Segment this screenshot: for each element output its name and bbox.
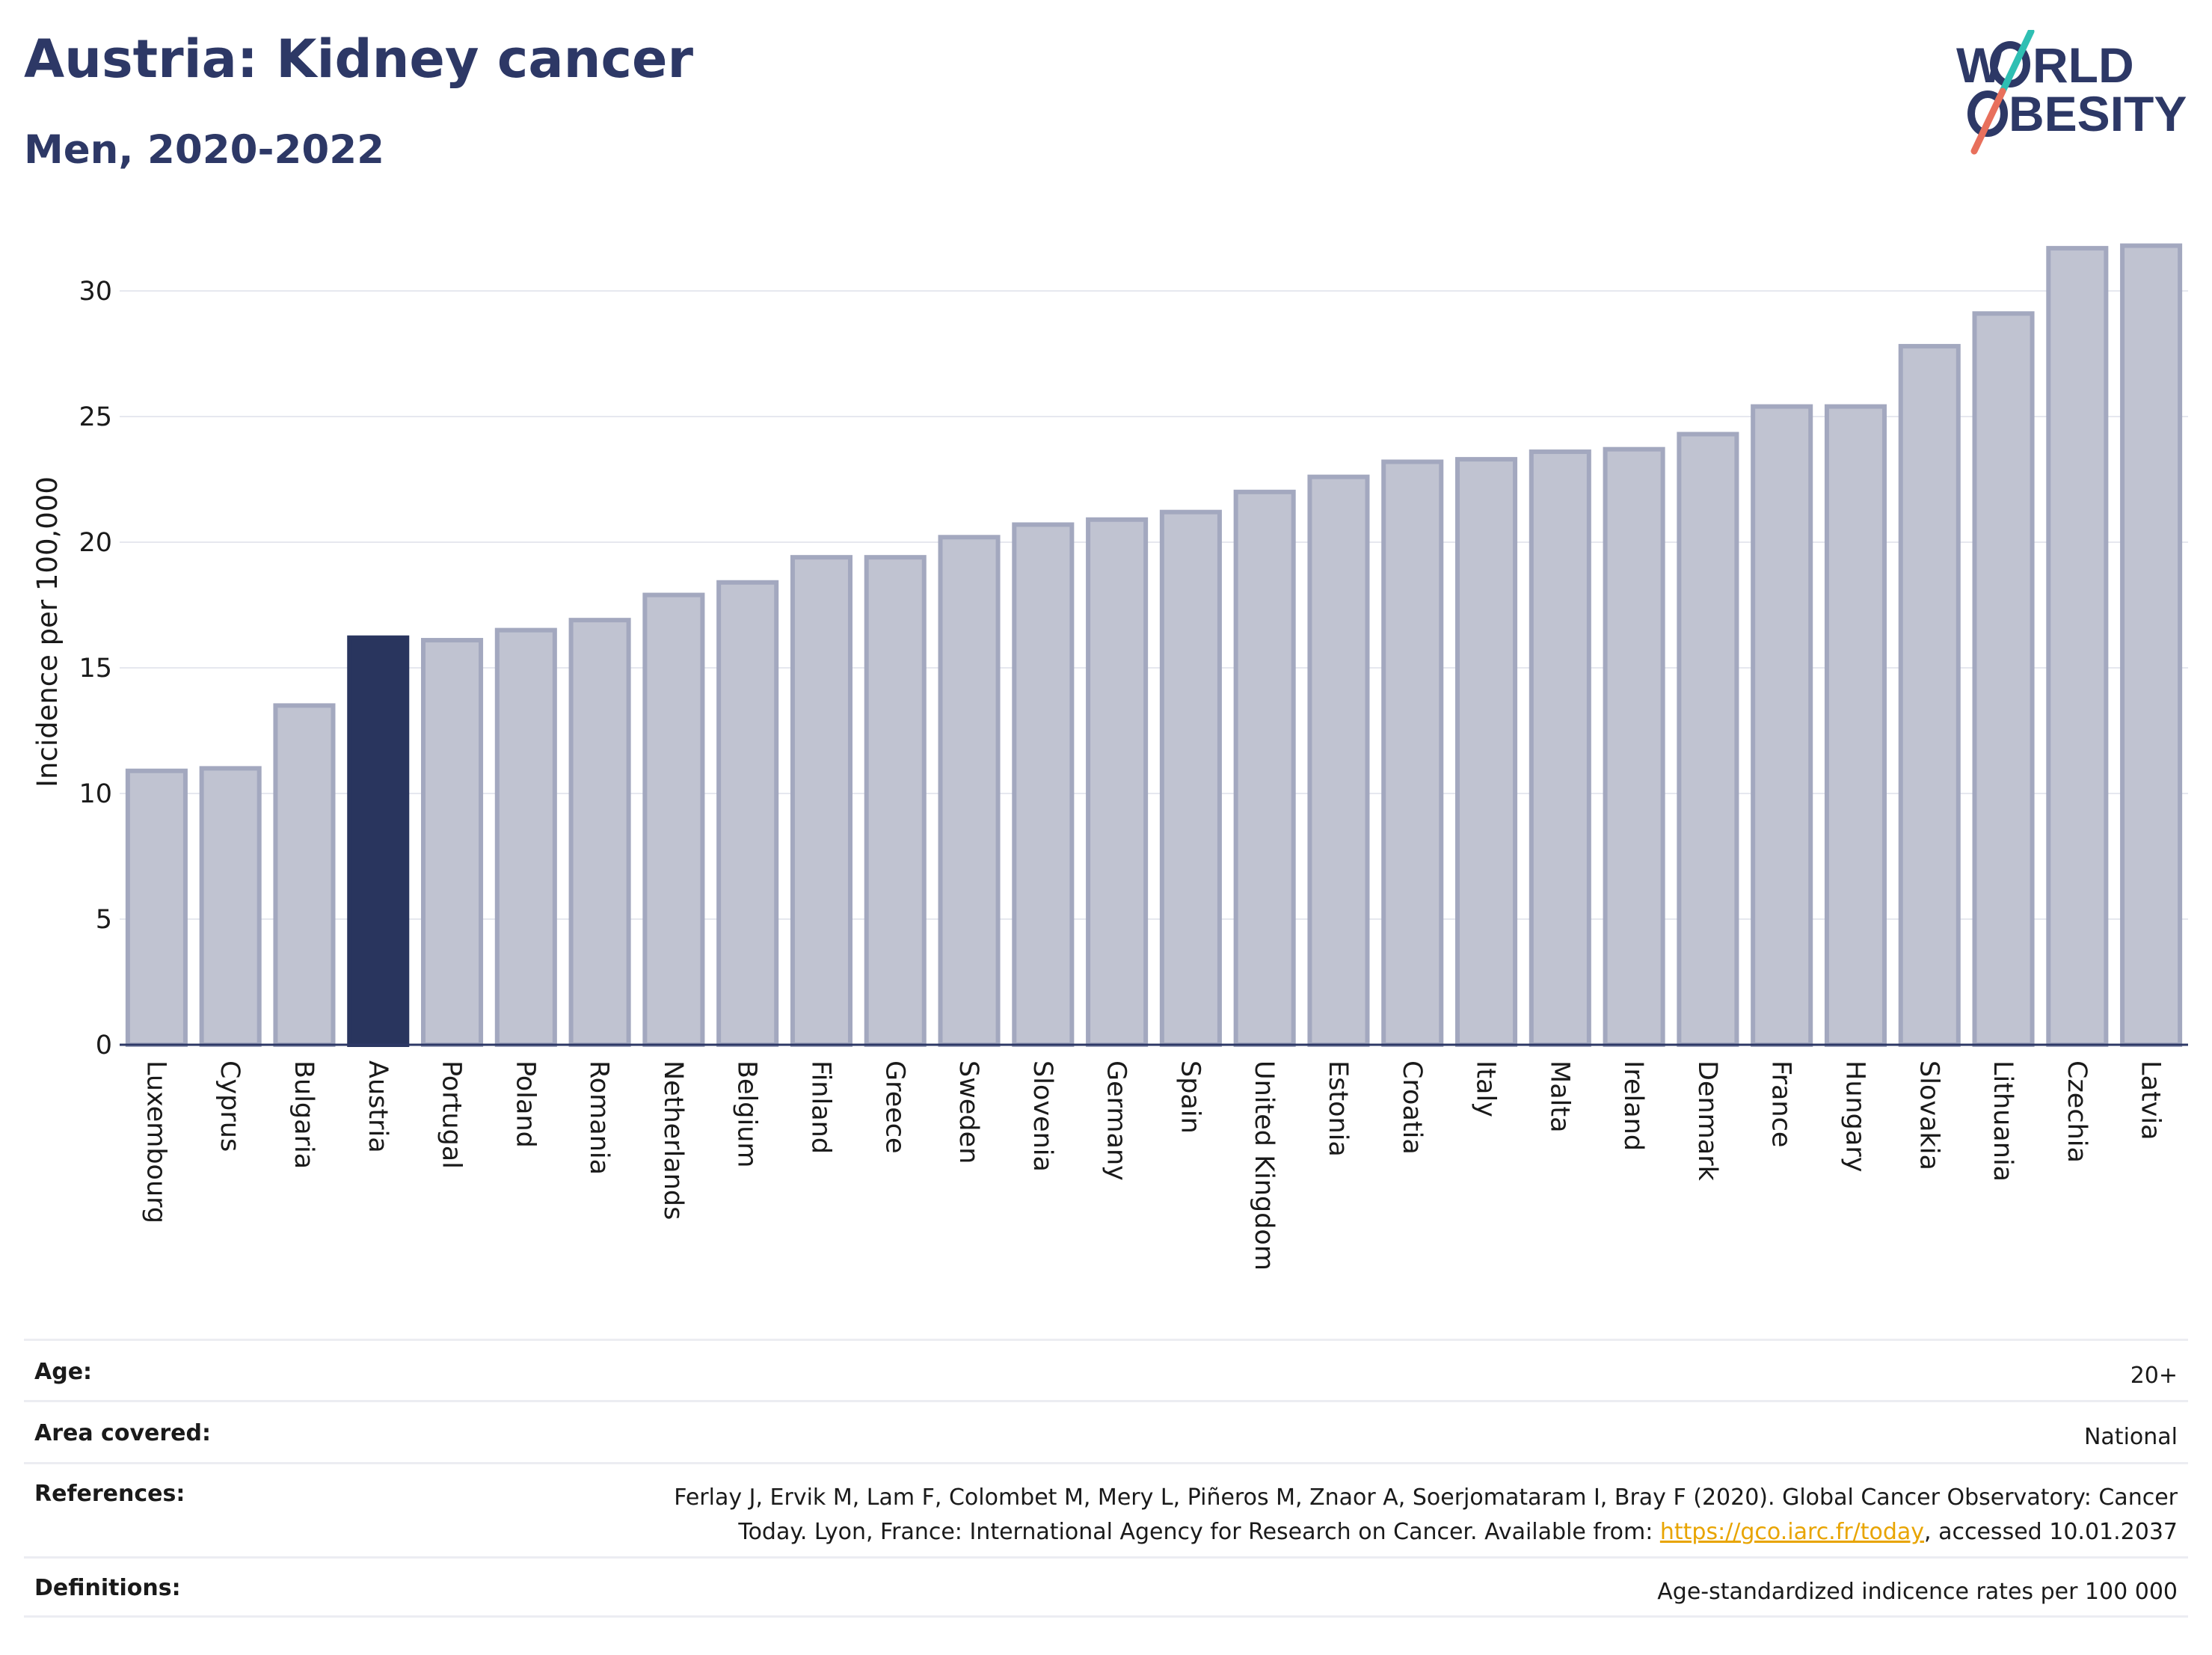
logo-text-rld: RLD [2033, 37, 2134, 93]
x-tick-label: Slovakia [1914, 1060, 1944, 1170]
bar-romania [568, 618, 631, 1047]
bar-austria [347, 635, 410, 1047]
info-row-references: References: Ferlay J, Ervik M, Lam F, Co… [24, 1462, 2188, 1556]
bar-latvia [2120, 243, 2183, 1047]
area-value: National [2083, 1424, 2178, 1450]
x-tick-label: Hungary [1840, 1060, 1870, 1172]
x-tick-labels: Luxembourg Cyprus Bulgaria Austria Portugal P… [141, 1060, 2165, 1271]
y-tick-label: 5 [96, 905, 112, 935]
y-tick-label: 25 [79, 402, 112, 432]
world-obesity-logo: W RLD BESITY [1956, 30, 2187, 155]
x-tick-label: Belgium [732, 1060, 762, 1168]
x-tick-label: Slovenia [1027, 1060, 1057, 1172]
logo-slash-coral [1970, 87, 2006, 155]
bar-slovakia [1898, 343, 1961, 1048]
references-link[interactable]: https://gco.iarc.fr/today [1659, 1519, 1925, 1545]
y-tick-label: 15 [79, 654, 112, 684]
bar-sweden [938, 535, 1001, 1047]
x-tick-label: Denmark [1692, 1060, 1722, 1182]
x-tick-label: Germany [1102, 1060, 1131, 1181]
area-label: Area covered: [34, 1420, 211, 1446]
x-tick-label: Portugal [437, 1060, 467, 1169]
x-tick-label: France [1766, 1060, 1796, 1147]
bar-estonia [1307, 474, 1370, 1047]
x-tick-label: Cyprus [215, 1060, 245, 1152]
x-tick-label: Czechia [2062, 1060, 2092, 1163]
chart-title: Austria: Kidney cancer [24, 28, 693, 90]
bar-germany [1086, 517, 1149, 1047]
x-tick-label: Lithuania [1988, 1060, 2018, 1182]
x-tick-label: Croatia [1397, 1060, 1427, 1155]
bar-chart: 0 5 10 15 20 25 30 Luxembourg Cyprus Bulgaria Aus… [31, 243, 2188, 1271]
x-tick-label: Spain [1175, 1060, 1205, 1134]
bar-malta [1529, 449, 1591, 1047]
bar-lithuania [1972, 311, 2035, 1047]
bar-portugal [421, 638, 484, 1047]
logo-text-besity: BESITY [2009, 86, 2187, 141]
x-tick-label: Bulgaria [289, 1060, 319, 1169]
references-value: Ferlay J, Ervik M, Lam F, Colombet M, Me… [674, 1481, 2178, 1550]
age-value: 20+ [2130, 1363, 2178, 1389]
x-tick-label: United Kingdom [1249, 1060, 1279, 1271]
bar-netherlands [642, 592, 705, 1047]
bar-ireland [1603, 446, 1665, 1047]
info-table: Age: 20+ Area covered: National Referenc… [24, 1339, 2188, 1618]
x-tick-label: Austria [363, 1060, 393, 1153]
bar-croatia [1381, 459, 1444, 1047]
bar-bulgaria [273, 703, 336, 1048]
age-label: Age: [34, 1359, 93, 1385]
bar-italy [1455, 457, 1518, 1047]
info-row-area: Area covered: National [24, 1400, 2188, 1462]
bar-hungary [1824, 404, 1887, 1047]
x-tick-label: Greece [879, 1060, 909, 1154]
x-tick-label: Ireland [1618, 1060, 1648, 1151]
bar-poland [494, 627, 557, 1047]
bar-denmark [1677, 432, 1739, 1047]
x-tick-label: Netherlands [658, 1060, 688, 1220]
x-tick-label: Malta [1544, 1060, 1574, 1133]
references-text-2: Today. Lyon, France: International Agenc… [738, 1519, 1660, 1545]
bar-spain [1159, 509, 1222, 1047]
x-tick-label: Romania [584, 1060, 614, 1175]
bar-finland [790, 555, 852, 1047]
x-tick-label: Luxembourg [141, 1060, 170, 1223]
y-tick-label: 10 [79, 779, 112, 809]
x-tick-label: Estonia [1323, 1060, 1353, 1157]
bar-united-kingdom [1233, 489, 1296, 1047]
references-label: References: [34, 1481, 185, 1507]
bar-luxembourg [125, 768, 188, 1047]
info-row-age: Age: 20+ [24, 1339, 2188, 1400]
y-tick-labels: 0 5 10 15 20 25 30 [79, 277, 112, 1060]
logo-o-top [1990, 41, 2030, 87]
x-tick-label: Latvia [2136, 1060, 2166, 1140]
bar-cyprus [199, 766, 262, 1048]
x-tick-label: Finland [805, 1060, 835, 1154]
bar-belgium [716, 580, 779, 1047]
y-tick-label: 0 [96, 1031, 112, 1060]
x-tick-label: Sweden [953, 1060, 983, 1164]
info-row-definitions: Definitions: Age-standardized indicence … [24, 1556, 2188, 1618]
bar-slovenia [1012, 522, 1075, 1047]
bars [125, 243, 2183, 1048]
definitions-label: Definitions: [34, 1575, 181, 1601]
logo-o-bottom [1967, 90, 2008, 137]
references-text-1: Ferlay J, Ervik M, Lam F, Colombet M, Me… [674, 1484, 2178, 1511]
y-tick-label: 30 [79, 277, 112, 307]
chart-subtitle: Men, 2020-2022 [24, 127, 385, 173]
x-tick-label: Poland [510, 1060, 540, 1148]
y-tick-label: 20 [79, 528, 112, 558]
definitions-value: Age-standardized indicence rates per 100… [1657, 1579, 2178, 1605]
bar-france [1751, 404, 1813, 1047]
bar-czechia [2046, 245, 2109, 1047]
references-text-3: , accessed 10.01.2037 [1924, 1519, 2178, 1545]
x-tick-label: Italy [1471, 1060, 1501, 1117]
logo-slash-teal [1999, 30, 2035, 95]
bar-greece [864, 555, 927, 1047]
y-axis-label: Incidence per 100,000 [31, 476, 64, 787]
